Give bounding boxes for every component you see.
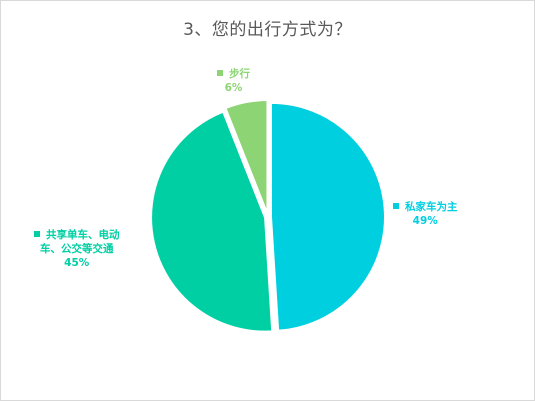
slice-label-text: 步行 [229,68,250,80]
private-car-marker-icon [393,203,399,209]
slice-value-label: 49% [412,215,438,227]
slice-label-private-car: 私家车为主 49% [393,200,458,228]
chart-title: 3、您的出行方式为？ [183,20,352,40]
slice-value-label: 45% [64,257,90,269]
shared-transport-marker-icon [34,231,40,237]
pie-slice-shared-transport [150,110,274,333]
slice-value-label: 6% [224,82,243,94]
slice-label-text: 车、公交等交通 [40,243,114,255]
pie-slice-walking [224,99,269,215]
slice-label-text: 共享单车、电动 [46,229,120,241]
slice-label-walking: 步行 6% [217,67,250,95]
slice-label-text: 私家车为主 [405,201,458,213]
walking-marker-icon [217,70,223,76]
pie-slice-private-car [269,101,386,332]
slice-label-shared-transport: 共享单车、电动 车、公交等交通 45% [34,228,120,270]
